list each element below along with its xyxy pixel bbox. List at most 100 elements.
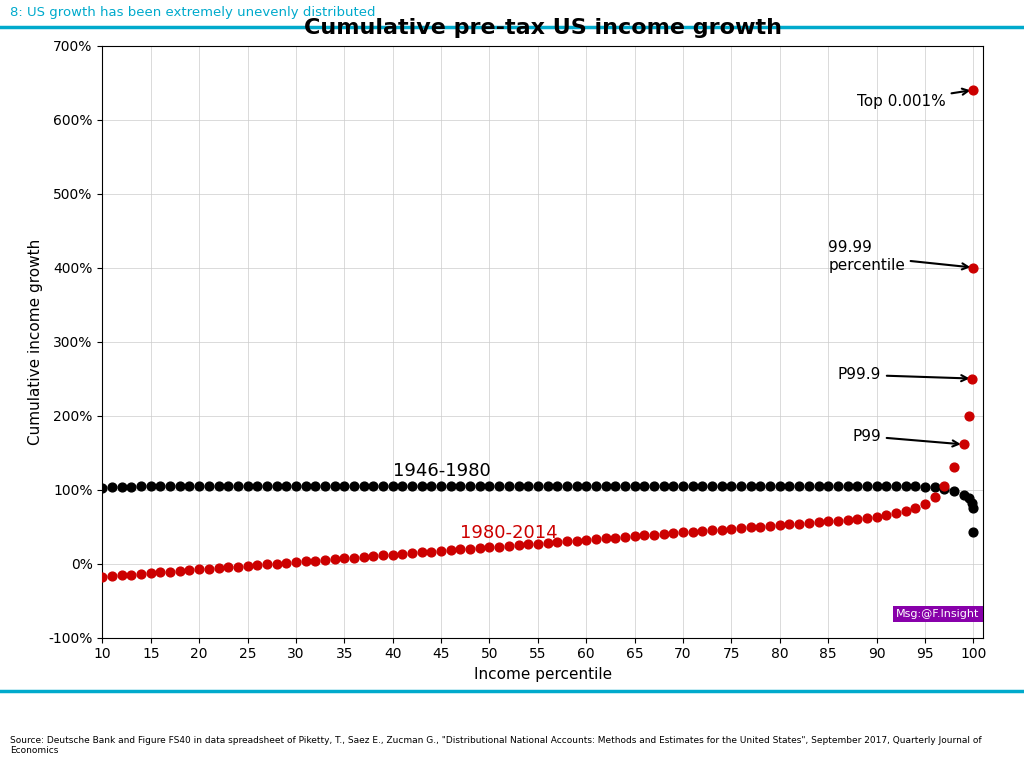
Point	[433, 480, 450, 492]
Point	[259, 480, 275, 492]
Point	[568, 534, 585, 546]
Point	[840, 480, 856, 492]
Point	[307, 555, 324, 567]
Point	[114, 480, 130, 493]
Point	[510, 480, 526, 492]
Point	[123, 568, 139, 581]
Point	[172, 565, 188, 577]
Point	[646, 528, 663, 540]
Text: Source: Deutsche Bank and Figure FS40 in data spreadsheet of Piketty, T., Saez E: Source: Deutsche Bank and Figure FS40 in…	[10, 735, 982, 755]
Point	[703, 524, 720, 537]
Point	[462, 480, 478, 492]
Point	[646, 480, 663, 492]
Point	[142, 567, 159, 579]
Point	[607, 531, 624, 543]
Point	[820, 515, 837, 528]
Point	[579, 480, 595, 492]
Point	[133, 568, 150, 580]
Point	[336, 480, 352, 492]
Point	[142, 480, 159, 492]
Point	[153, 480, 169, 492]
Point	[859, 480, 876, 492]
Point	[723, 523, 739, 535]
Point	[810, 516, 826, 528]
Text: P99.9: P99.9	[838, 367, 968, 383]
Point	[772, 480, 788, 492]
Point	[961, 493, 977, 505]
Point	[723, 480, 739, 492]
Point	[742, 480, 759, 492]
Point	[568, 480, 585, 492]
Text: Msg:@F.Insight: Msg:@F.Insight	[896, 609, 979, 619]
Point	[346, 480, 362, 492]
Point	[520, 538, 537, 550]
Point	[366, 480, 382, 492]
Point	[888, 480, 904, 492]
Point	[907, 480, 924, 492]
Point	[927, 481, 943, 493]
Point	[307, 480, 324, 492]
Point	[849, 480, 865, 492]
Point	[181, 480, 198, 492]
Text: 99.99
percentile: 99.99 percentile	[828, 241, 968, 272]
Point	[423, 546, 439, 558]
Point	[240, 480, 256, 492]
Point	[753, 521, 769, 533]
Point	[529, 480, 546, 492]
Point	[955, 439, 972, 451]
Point	[666, 480, 682, 492]
Point	[597, 480, 613, 492]
Point	[316, 554, 333, 566]
Point	[540, 480, 556, 492]
Point	[829, 515, 846, 527]
Point	[868, 511, 885, 523]
Point	[181, 564, 198, 576]
Point	[191, 563, 208, 575]
Point	[472, 480, 488, 492]
Point	[753, 480, 769, 492]
Point	[801, 480, 817, 492]
Point	[385, 549, 401, 561]
Point	[781, 518, 798, 531]
Point	[636, 480, 652, 492]
Point	[675, 527, 691, 539]
Point	[94, 482, 111, 494]
Point	[684, 526, 700, 538]
Point	[220, 561, 237, 573]
Point	[346, 552, 362, 564]
Point	[162, 565, 178, 578]
Point	[966, 527, 982, 539]
Point	[966, 83, 982, 96]
Point	[636, 529, 652, 541]
Point	[829, 480, 846, 492]
Point	[897, 480, 913, 492]
Point	[453, 480, 469, 492]
Point	[840, 514, 856, 526]
Point	[229, 480, 246, 492]
Point	[103, 570, 120, 582]
Point	[529, 537, 546, 550]
Point	[279, 557, 295, 569]
Point	[490, 540, 507, 553]
Point	[210, 562, 226, 574]
Point	[201, 562, 217, 575]
Point	[888, 507, 904, 519]
Point	[703, 480, 720, 492]
Point	[878, 480, 894, 492]
Point	[462, 543, 478, 555]
Text: 1980-2014: 1980-2014	[461, 524, 558, 542]
Point	[616, 531, 633, 543]
Point	[327, 553, 343, 565]
Point	[279, 480, 295, 492]
Point	[965, 502, 981, 514]
Point	[859, 512, 876, 524]
Point	[675, 480, 691, 492]
Point	[897, 505, 913, 517]
Point	[965, 261, 981, 274]
Point	[375, 480, 391, 492]
Point	[694, 480, 711, 492]
Point	[946, 485, 963, 497]
Point	[240, 559, 256, 572]
Point	[297, 480, 313, 492]
Point	[481, 480, 498, 492]
